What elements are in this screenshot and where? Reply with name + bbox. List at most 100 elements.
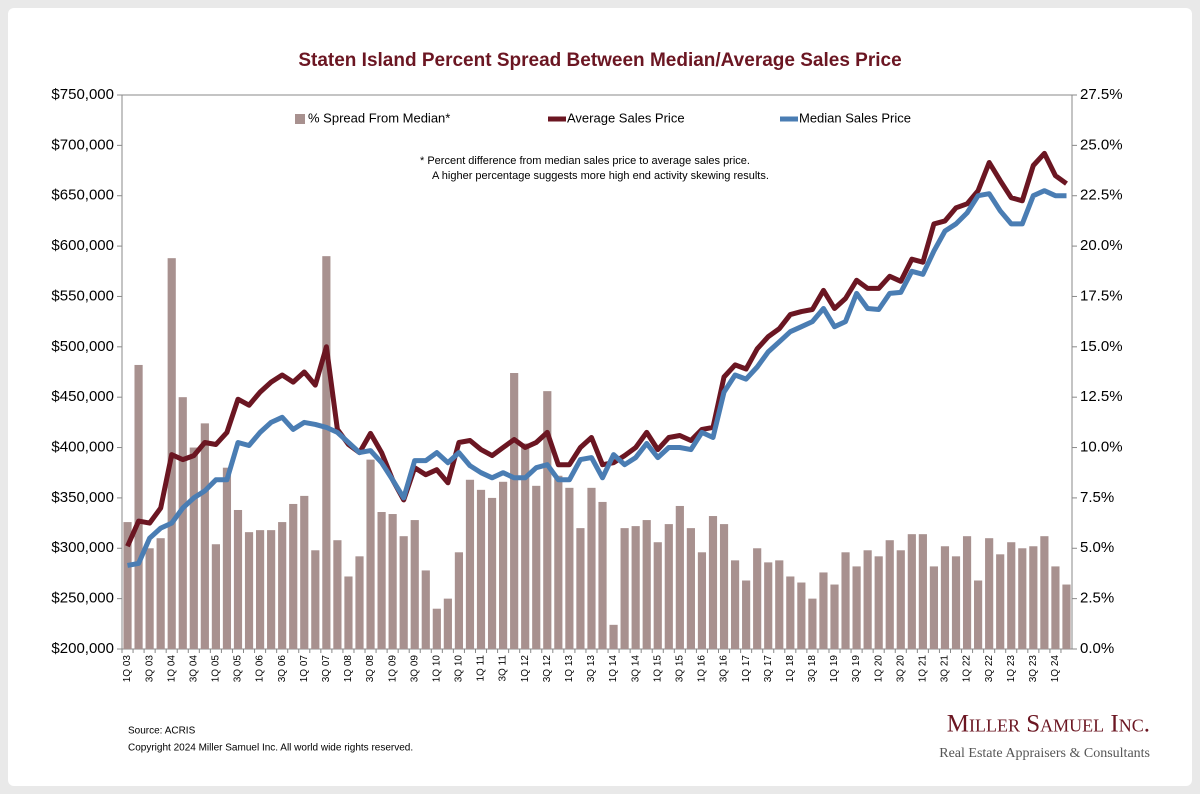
bar	[885, 540, 894, 649]
annotation: A higher percentage suggests more high e…	[432, 170, 769, 182]
bar	[344, 576, 353, 649]
x-tick-label: 1Q 13	[564, 655, 575, 683]
bar	[1018, 548, 1027, 649]
bar	[786, 576, 795, 649]
y2-tick-label: 10.0%	[1080, 439, 1123, 456]
bar	[874, 556, 883, 649]
x-tick-label: 3Q 16	[719, 655, 730, 683]
bar	[620, 528, 629, 649]
bar	[587, 487, 596, 649]
bar	[808, 598, 817, 649]
y-tick-label: $300,000	[51, 539, 114, 556]
bar	[233, 509, 243, 649]
x-tick-label: 1Q 14	[608, 655, 619, 683]
x-tick-label: 1Q 10	[431, 655, 442, 683]
y2-tick-label: 0.0%	[1080, 640, 1114, 657]
bar	[830, 584, 839, 649]
bar	[388, 514, 397, 649]
x-tick-label: 1Q 20	[873, 655, 884, 683]
bar	[896, 550, 905, 649]
bar	[697, 552, 707, 649]
legend-label: Median Sales Price	[799, 110, 911, 125]
bar	[631, 526, 640, 649]
bar	[730, 560, 740, 649]
x-tick-label: 1Q 06	[255, 655, 266, 683]
bar	[300, 495, 309, 649]
bar	[267, 530, 276, 649]
bar	[686, 528, 695, 649]
bar	[775, 560, 784, 649]
x-tick-label: 3Q 10	[454, 655, 465, 683]
bar	[244, 532, 254, 649]
bar	[156, 538, 165, 649]
bar	[1062, 584, 1071, 649]
bar	[410, 520, 419, 649]
copyright: Copyright 2024 Miller Samuel Inc. All wo…	[128, 743, 413, 754]
bar	[664, 524, 673, 649]
bar	[841, 552, 850, 649]
x-tick-label: 1Q 09	[387, 655, 398, 683]
x-tick-label: 3Q 13	[586, 655, 597, 683]
bar	[443, 598, 452, 649]
brand-tagline: Real Estate Appraisers & Consultants	[939, 746, 1150, 761]
bar	[1029, 546, 1038, 649]
x-tick-label: 1Q 18	[785, 655, 796, 683]
bar	[222, 467, 232, 649]
x-tick-label: 3Q 14	[630, 655, 641, 683]
y-tick-label: $750,000	[51, 86, 114, 103]
bar	[134, 364, 143, 649]
x-tick-label: 1Q 17	[741, 655, 752, 683]
bar	[289, 503, 298, 649]
x-tick-label: 3Q 07	[321, 655, 332, 683]
bar	[399, 536, 408, 649]
bar	[609, 624, 618, 649]
bar	[742, 580, 751, 649]
y-tick-label: $500,000	[51, 338, 114, 355]
bar	[863, 550, 872, 649]
bar	[543, 391, 552, 649]
x-tick-label: 1Q 03	[122, 655, 133, 683]
x-tick-label: 3Q 09	[409, 655, 420, 683]
bar	[907, 534, 916, 649]
x-tick-label: 3Q 12	[542, 655, 553, 683]
y-tick-label: $250,000	[51, 590, 114, 607]
bar	[719, 524, 729, 649]
y2-tick-label: 17.5%	[1080, 287, 1123, 304]
bar	[996, 554, 1005, 649]
x-tick-label: 3Q 19	[851, 655, 862, 683]
x-tick-label: 3Q 04	[188, 655, 199, 683]
x-tick-label: 1Q 12	[520, 655, 531, 683]
bar	[1007, 542, 1016, 649]
bar	[510, 373, 519, 649]
legend-swatch	[295, 114, 305, 124]
x-tick-label: 3Q 18	[807, 655, 818, 683]
bar	[311, 550, 320, 649]
bar	[465, 479, 475, 649]
y2-tick-label: 20.0%	[1080, 237, 1123, 254]
y2-tick-label: 22.5%	[1080, 187, 1123, 204]
bar	[366, 459, 375, 649]
x-tick-label: 1Q 08	[343, 655, 354, 683]
bar	[951, 556, 961, 649]
x-tick-label: 3Q 03	[144, 655, 155, 683]
y-tick-label: $600,000	[51, 237, 114, 254]
bar	[432, 608, 441, 649]
bar	[940, 546, 950, 649]
bar	[554, 475, 563, 649]
bar	[598, 501, 607, 649]
y-tick-label: $700,000	[51, 136, 114, 153]
bar	[145, 548, 154, 649]
x-tick-label: 1Q 04	[166, 655, 177, 683]
x-tick-label: 3Q 21	[940, 655, 951, 683]
bar	[708, 516, 718, 649]
x-tick-label: 3Q 08	[365, 655, 376, 683]
bar	[200, 423, 209, 649]
y-tick-label: $550,000	[51, 287, 114, 304]
x-tick-label: 1Q 23	[1006, 655, 1017, 683]
bar	[333, 540, 342, 649]
bar	[565, 487, 574, 649]
bar	[653, 542, 662, 649]
y2-tick-label: 12.5%	[1080, 388, 1123, 405]
